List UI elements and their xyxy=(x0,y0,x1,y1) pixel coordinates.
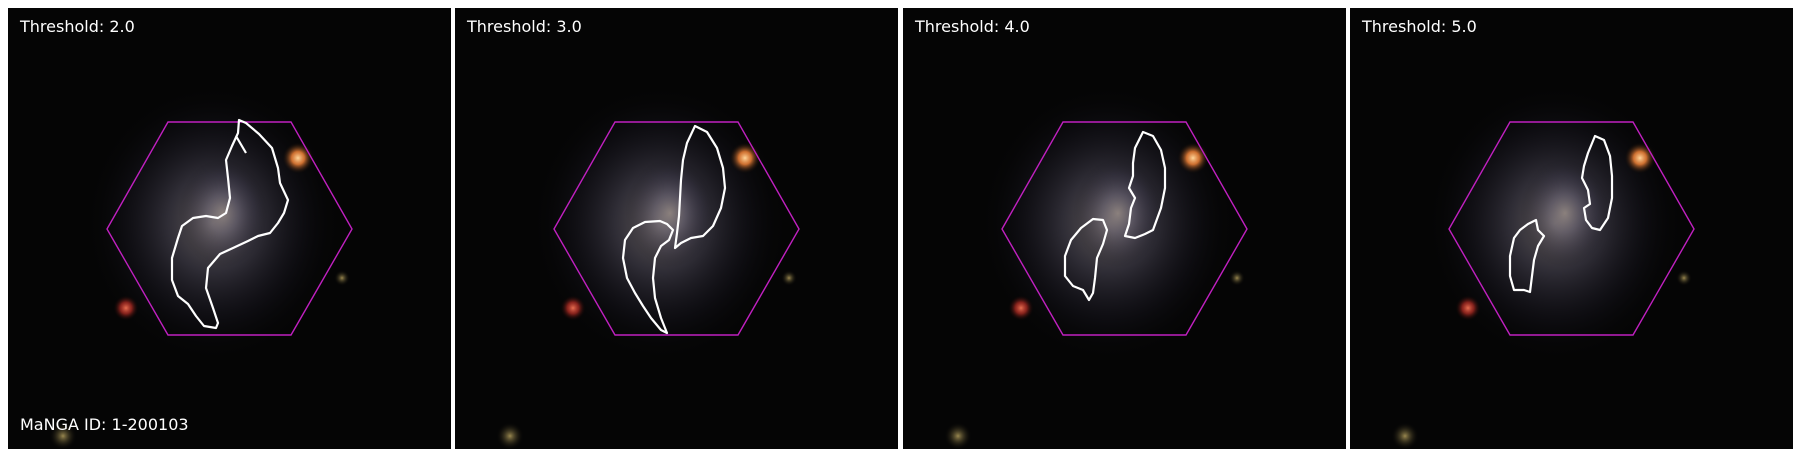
star-faint xyxy=(1229,270,1245,286)
manga-id-label: MaNGA ID: 1-200103 xyxy=(20,415,189,434)
star-orange xyxy=(1624,142,1656,174)
galaxy-image xyxy=(496,83,800,449)
contour-lower-arm xyxy=(1063,217,1109,302)
star-yellow xyxy=(496,422,524,449)
galaxy-bulge xyxy=(178,158,268,268)
star-faint xyxy=(781,270,797,286)
star-red xyxy=(1008,295,1034,321)
star-faint xyxy=(1676,270,1692,286)
contour-lower-arm xyxy=(1508,218,1546,294)
star-orange xyxy=(1177,142,1209,174)
galaxy-bulge xyxy=(1073,158,1163,268)
galaxy-image xyxy=(1391,83,1695,449)
contour-notch xyxy=(235,135,247,154)
star-yellow xyxy=(1391,422,1419,449)
star-orange xyxy=(729,142,761,174)
star-red xyxy=(1455,295,1481,321)
panel-threshold-5: Threshold: 5.0 xyxy=(1350,8,1793,449)
star-yellow xyxy=(49,422,77,449)
star-yellow xyxy=(944,422,972,449)
galaxy-image xyxy=(49,83,353,449)
panel-threshold-3: Threshold: 3.0 xyxy=(455,8,898,449)
panel-threshold-2: Threshold: 2.0 MaNGA ID: 1-200103 xyxy=(8,8,451,449)
threshold-label: Threshold: 3.0 xyxy=(467,17,582,36)
star-red xyxy=(113,295,139,321)
contour-lower-arm xyxy=(621,219,675,335)
star-faint xyxy=(334,270,350,286)
threshold-label: Threshold: 5.0 xyxy=(1362,17,1477,36)
galaxy-bulge xyxy=(1520,158,1610,268)
contour-upper-arm xyxy=(1123,130,1167,240)
ifu-hexagon xyxy=(106,121,353,336)
star-orange xyxy=(282,142,314,174)
galaxy-bulge xyxy=(625,158,715,268)
contour-upper-arm xyxy=(673,124,727,250)
ifu-hexagon xyxy=(553,121,800,336)
contour-upper-arm xyxy=(1580,134,1614,232)
galaxy-image xyxy=(944,83,1248,449)
star-red xyxy=(560,295,586,321)
panel-threshold-4: Threshold: 4.0 xyxy=(903,8,1346,449)
threshold-label: Threshold: 4.0 xyxy=(915,17,1030,36)
ifu-hexagon xyxy=(1448,121,1695,336)
contour-outline xyxy=(170,118,290,330)
threshold-label: Threshold: 2.0 xyxy=(20,17,135,36)
ifu-hexagon xyxy=(1001,121,1248,336)
